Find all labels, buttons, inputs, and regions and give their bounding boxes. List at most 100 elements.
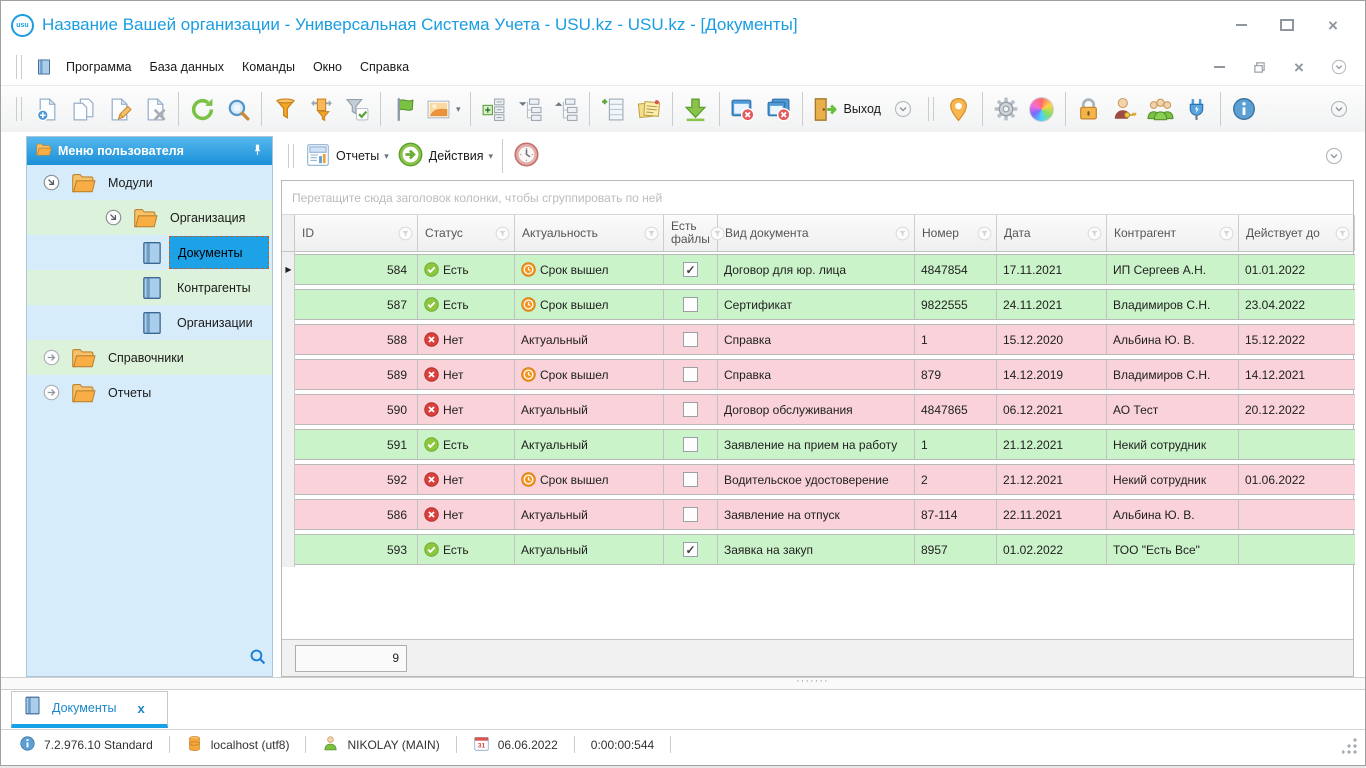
info-button[interactable] xyxy=(1226,89,1262,129)
filter-funnel-icon[interactable] xyxy=(1219,226,1234,241)
column-header-2[interactable]: Актуальность xyxy=(515,215,664,251)
table-row[interactable]: 587ЕстьСрок вышелСертификат982255524.11.… xyxy=(282,287,1353,322)
files-checkbox[interactable] xyxy=(683,437,698,452)
flag-button[interactable] xyxy=(386,89,422,129)
menu-item-3[interactable]: Окно xyxy=(304,54,351,80)
column-header-8[interactable]: Действует до xyxy=(1239,215,1355,251)
tree-node-3[interactable]: Контрагенты xyxy=(27,270,272,305)
add-column-button[interactable] xyxy=(595,89,631,129)
colors-button[interactable] xyxy=(1024,89,1060,129)
tree-node-6[interactable]: Отчеты xyxy=(27,375,272,410)
background-image-button[interactable]: ▾ xyxy=(422,89,465,129)
menubar-grip[interactable] xyxy=(16,55,22,79)
tree-node-1[interactable]: Организация xyxy=(27,200,272,235)
table-row[interactable]: 590НетАктуальныйДоговор обслуживания4847… xyxy=(282,392,1353,427)
filter-funnel-icon[interactable] xyxy=(398,226,413,241)
expand-rows-button[interactable] xyxy=(476,89,512,129)
timer-button[interactable] xyxy=(508,136,544,176)
filter-funnel-icon[interactable] xyxy=(895,226,910,241)
menu-item-2[interactable]: Команды xyxy=(233,54,304,80)
minimize-button[interactable] xyxy=(1233,17,1249,33)
edit-document-button[interactable] xyxy=(101,89,137,129)
users-button[interactable] xyxy=(1143,89,1179,129)
table-row[interactable]: 586НетАктуальныйЗаявление на отпуск87-11… xyxy=(282,497,1353,532)
files-checkbox[interactable] xyxy=(683,507,698,522)
expand-icon[interactable] xyxy=(43,349,60,366)
splitter-handle[interactable]: ······· xyxy=(796,675,829,687)
delete-document-button[interactable] xyxy=(137,89,173,129)
collapse-icon[interactable] xyxy=(43,174,60,191)
files-checkbox[interactable] xyxy=(683,472,698,487)
files-checkbox[interactable] xyxy=(683,542,698,557)
resize-grip[interactable] xyxy=(1342,737,1359,759)
filter-funnel-icon[interactable] xyxy=(1335,226,1350,241)
tree-node-2[interactable]: Документы xyxy=(27,235,272,270)
actions-button[interactable]: Действия ▾ xyxy=(393,136,497,176)
menu-item-4[interactable]: Справка xyxy=(351,54,418,80)
column-header-3[interactable]: Есть файлы xyxy=(664,215,718,251)
files-checkbox[interactable] xyxy=(683,402,698,417)
plugin-button[interactable] xyxy=(1179,89,1215,129)
toolbar-grip[interactable] xyxy=(928,97,934,121)
filter-button[interactable] xyxy=(267,89,303,129)
close-button[interactable]: × xyxy=(1325,17,1341,33)
search-button[interactable] xyxy=(220,89,256,129)
table-row[interactable]: 593ЕстьАктуальныйЗаявка на закуп895701.0… xyxy=(282,532,1353,567)
exit-button[interactable]: Выход xyxy=(808,89,885,129)
tree-node-0[interactable]: Модули xyxy=(27,165,272,200)
menu-overflow-icon[interactable] xyxy=(1331,59,1347,75)
files-checkbox[interactable] xyxy=(683,262,698,277)
expand-icon[interactable] xyxy=(43,384,60,401)
pin-icon[interactable] xyxy=(251,143,264,159)
table-row[interactable]: 592НетСрок вышелВодительское удостоверен… xyxy=(282,462,1353,497)
filter-apply-button[interactable] xyxy=(339,89,375,129)
filter-funnel-icon[interactable] xyxy=(495,226,510,241)
child-restore-button[interactable] xyxy=(1251,59,1267,75)
toolbar2-grip[interactable] xyxy=(288,144,294,168)
maximize-button[interactable] xyxy=(1279,17,1295,33)
close-window-button[interactable] xyxy=(725,89,761,129)
notes-button[interactable] xyxy=(631,89,667,129)
location-button[interactable] xyxy=(941,89,977,129)
collapse-icon[interactable] xyxy=(105,209,122,226)
menu-item-0[interactable]: Программа xyxy=(57,54,141,80)
refresh-button[interactable] xyxy=(184,89,220,129)
filter-columns-button[interactable] xyxy=(303,89,339,129)
copy-document-button[interactable] xyxy=(65,89,101,129)
filter-funnel-icon[interactable] xyxy=(1087,226,1102,241)
vertical-splitter[interactable] xyxy=(273,132,281,677)
user-permissions-button[interactable] xyxy=(1107,89,1143,129)
filter-funnel-icon[interactable] xyxy=(644,226,659,241)
group-by-panel[interactable]: Перетащите сюда заголовок колонки, чтобы… xyxy=(282,181,1353,215)
settings-button[interactable] xyxy=(988,89,1024,129)
close-all-windows-button[interactable] xyxy=(761,89,797,129)
column-header-1[interactable]: Статус xyxy=(418,215,515,251)
column-header-6[interactable]: Дата xyxy=(997,215,1107,251)
table-row[interactable]: 589НетСрок вышелСправка87914.12.2019Влад… xyxy=(282,357,1353,392)
collapse-tree-button[interactable] xyxy=(512,89,548,129)
toolbar-overflow-button[interactable] xyxy=(885,89,921,129)
files-checkbox[interactable] xyxy=(683,332,698,347)
column-header-4[interactable]: Вид документа xyxy=(718,215,915,251)
table-row[interactable]: ▶584ЕстьСрок вышелДоговор для юр. лица48… xyxy=(282,252,1353,287)
column-header-5[interactable]: Номер xyxy=(915,215,997,251)
horizontal-splitter[interactable]: ······· xyxy=(1,677,1365,690)
reports-button[interactable]: Отчеты ▾ xyxy=(301,136,393,176)
lock-button[interactable] xyxy=(1071,89,1107,129)
table-row[interactable]: 591ЕстьАктуальныйЗаявление на прием на р… xyxy=(282,427,1353,462)
expand-tree-button[interactable] xyxy=(548,89,584,129)
tab-close-icon[interactable]: x xyxy=(137,701,144,716)
new-document-button[interactable] xyxy=(29,89,65,129)
import-button[interactable] xyxy=(678,89,714,129)
toolbar2-overflow-button[interactable] xyxy=(1316,136,1352,176)
menu-item-1[interactable]: База данных xyxy=(141,54,233,80)
files-checkbox[interactable] xyxy=(683,297,698,312)
files-checkbox[interactable] xyxy=(683,367,698,382)
toolbar-grip[interactable] xyxy=(16,97,22,121)
toolbar-overflow-button[interactable] xyxy=(1321,89,1357,129)
child-minimize-button[interactable] xyxy=(1211,59,1227,75)
column-header-7[interactable]: Контрагент xyxy=(1107,215,1239,251)
child-close-button[interactable]: × xyxy=(1291,59,1307,75)
tree-node-4[interactable]: Организации xyxy=(27,305,272,340)
tab-documents[interactable]: Документы x xyxy=(11,691,168,728)
